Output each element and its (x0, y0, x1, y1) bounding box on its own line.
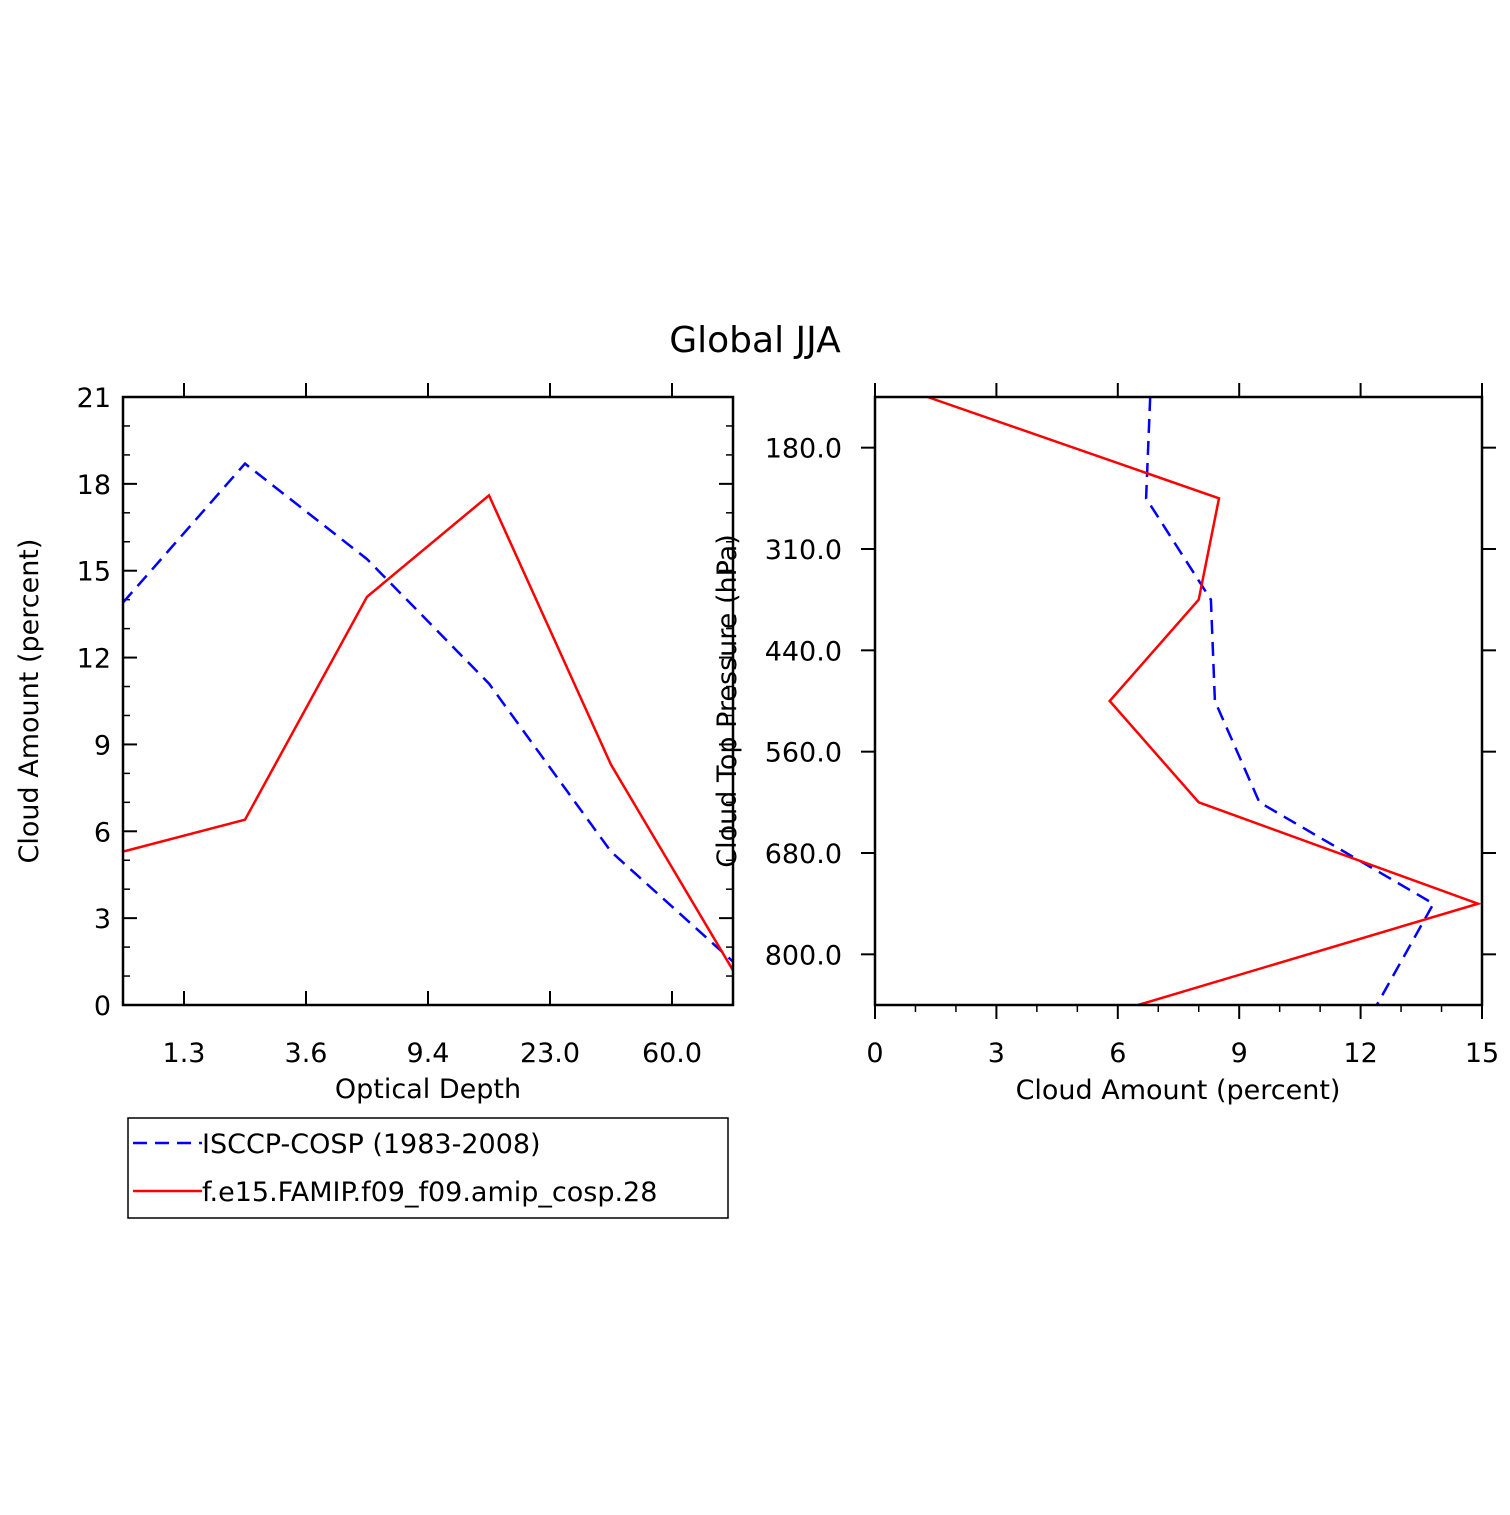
right-x-tick-label: 9 (1231, 1038, 1248, 1069)
left-y-tick-label: 6 (94, 817, 111, 848)
left-x-tick-label: 3.6 (285, 1038, 328, 1069)
right-x-tick-label: 3 (988, 1038, 1005, 1069)
left-series-group (122, 461, 735, 971)
left-plot-frame (121, 395, 735, 1007)
left-chart: 0 3 6 9 12 15 18 21 1.3 3.6 9.4 23.0 60.0 Optical De… (14, 383, 735, 1105)
right-series-isccp-line (1144, 396, 1436, 1006)
right-x-tick-label: 15 (1465, 1038, 1499, 1069)
left-y-tick-label: 21 (77, 383, 111, 414)
right-y-tick-label: 680.0 (765, 839, 842, 870)
left-x-tick-label: 60.0 (642, 1038, 702, 1069)
legend: ISCCP-COSP (1983-2008) f.e15.FAMIP.f09_f… (127, 1117, 729, 1219)
legend-label-model: f.e15.FAMIP.f09_f09.amip_cosp.28 (202, 1177, 657, 1208)
right-plot-frame (873, 395, 1484, 1007)
left-y-tick-label: 9 (94, 730, 111, 761)
right-x-tick-label: 6 (1109, 1038, 1126, 1069)
right-x-tick-label: 12 (1343, 1038, 1377, 1069)
right-y-tick-label: 440.0 (765, 636, 842, 667)
right-x-axis-label: Cloud Amount (percent) (1016, 1075, 1341, 1106)
left-series-model-line (122, 493, 735, 971)
right-y-tick-label: 560.0 (765, 738, 842, 769)
left-x-tick-label: 9.4 (407, 1038, 450, 1069)
right-y-tick-label: 180.0 (765, 434, 842, 465)
figure-title: Global JJA (669, 320, 841, 361)
left-y-tick-label: 0 (94, 991, 111, 1022)
legend-box (127, 1117, 729, 1219)
right-series-model-line (927, 395, 1482, 1007)
right-y-tick-label: 310.0 (765, 535, 842, 566)
legend-label-isccp: ISCCP-COSP (1983-2008) (202, 1129, 541, 1160)
left-y-tick-label: 18 (77, 470, 111, 501)
left-axis-ticks (123, 383, 733, 1006)
right-series-group (927, 395, 1482, 1007)
right-y-tick-label: 800.0 (765, 940, 842, 971)
left-y-tick-label: 15 (77, 557, 111, 588)
left-x-tick-label: 1.3 (163, 1038, 206, 1069)
right-axis-ticks (861, 383, 1496, 1019)
left-y-axis-label: Cloud Amount (percent) (14, 539, 45, 864)
left-y-tick-label: 12 (77, 644, 111, 675)
right-chart: 0 3 6 9 12 15 180.0 310.0 440.0 560.0 680.0 800.0 C… (712, 383, 1499, 1106)
left-series-isccp-line (122, 461, 734, 963)
left-x-axis-label: Optical Depth (335, 1074, 521, 1105)
right-tick-labels: 0 3 6 9 12 15 180.0 310.0 440.0 560.0 680.0 800.0 (765, 434, 1499, 1069)
left-tick-labels: 0 3 6 9 12 15 18 21 1.3 3.6 9.4 23.0 60.0 (77, 383, 702, 1069)
right-x-tick-label: 0 (866, 1038, 883, 1069)
left-x-tick-label: 23.0 (520, 1038, 580, 1069)
right-y-axis-label: Cloud Top Pressure (hPa) (712, 534, 743, 868)
left-y-tick-label: 3 (94, 904, 111, 935)
